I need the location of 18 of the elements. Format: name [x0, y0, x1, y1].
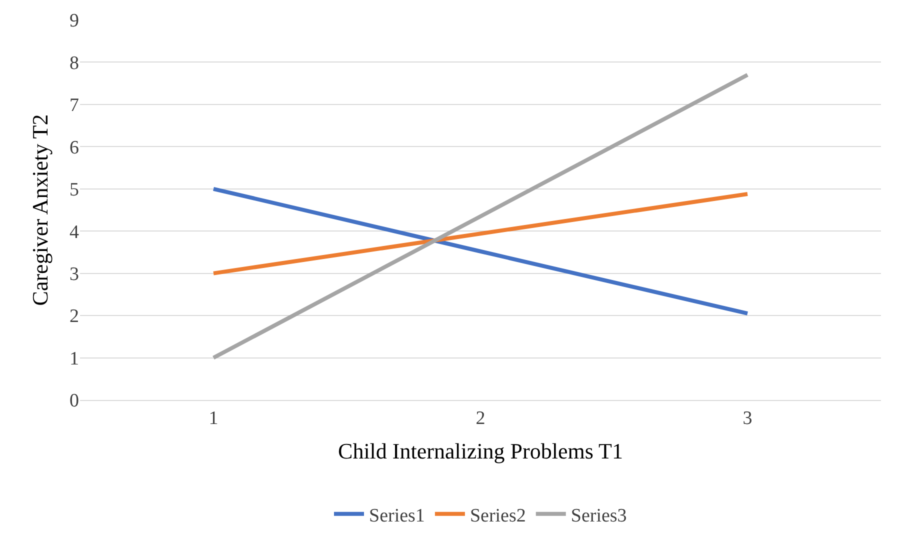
x-tick-label: 3: [742, 408, 752, 429]
legend-label: Series3: [570, 505, 627, 526]
x-tick-label: 1: [208, 408, 218, 429]
x-tick-label: 2: [476, 408, 486, 429]
y-tick-label: 8: [70, 52, 79, 74]
y-tick-label: 3: [70, 264, 79, 285]
y-tick-label: 6: [70, 137, 79, 158]
y-tick-label: 7: [70, 95, 79, 116]
legend-label: Series1: [369, 505, 425, 526]
y-axis-title: Caregiver Anxiety T2: [27, 114, 52, 306]
y-tick-label: 1: [70, 348, 79, 370]
y-tick-label: 0: [70, 390, 79, 412]
y-tick-label: 5: [70, 180, 79, 201]
y-tick-label: 4: [70, 222, 80, 243]
y-tick-label: 9: [70, 10, 79, 32]
legend-label: Series2: [470, 505, 526, 526]
y-tick-label: 2: [70, 306, 79, 328]
x-axis-title: Child Internalizing Problems T1: [338, 438, 623, 464]
